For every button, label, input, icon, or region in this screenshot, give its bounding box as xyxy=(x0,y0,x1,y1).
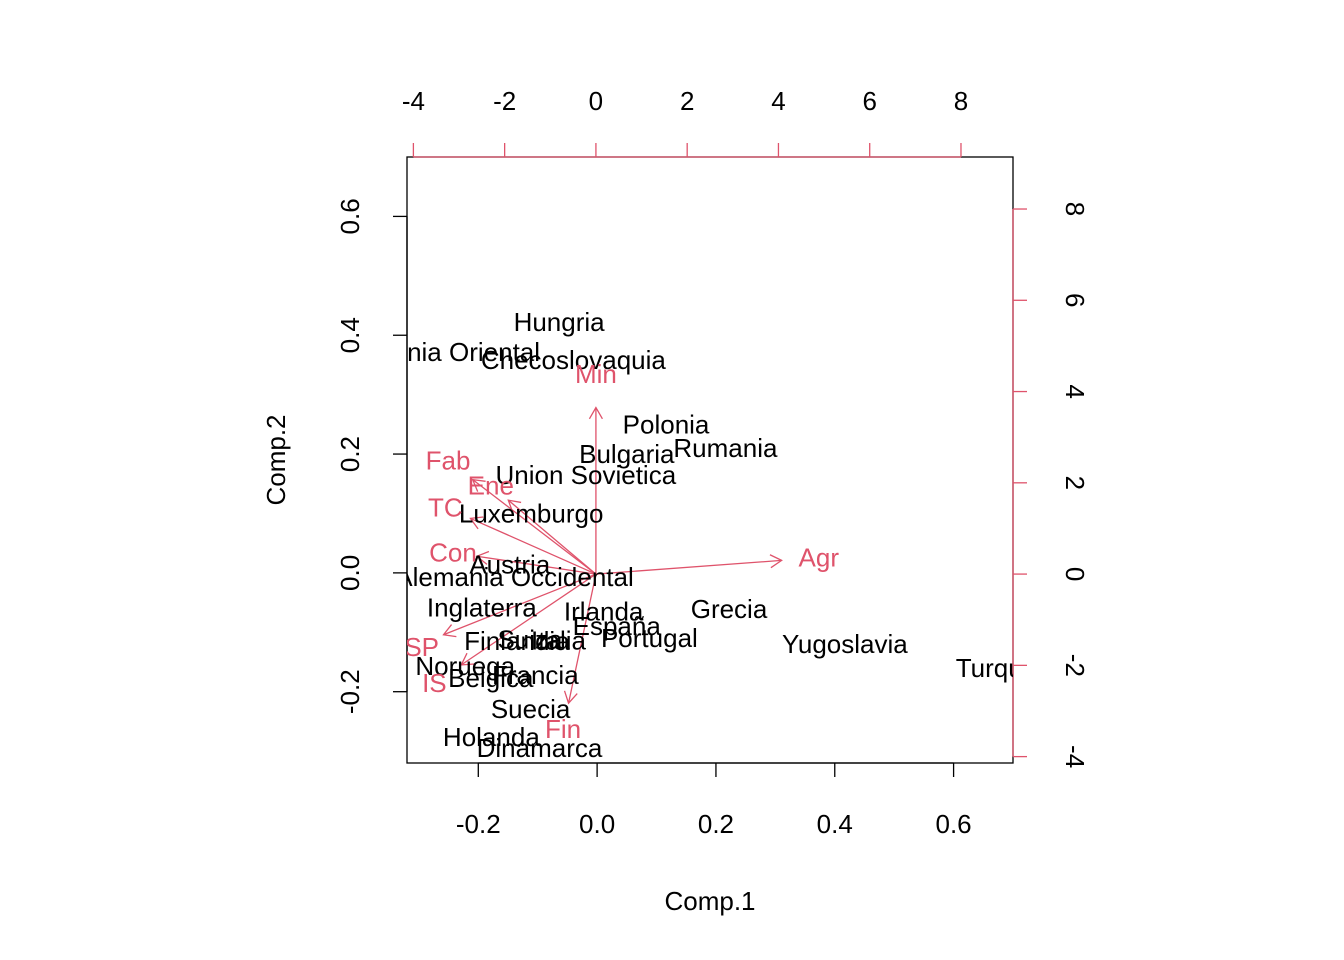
observation-label: Belgica xyxy=(448,663,534,693)
x-axis-title: Comp.1 xyxy=(664,886,755,916)
top-axis: -4 -2 0 2 4 6 8 xyxy=(402,86,968,158)
variable-arrow xyxy=(595,559,782,575)
y-tick-label: -0.2 xyxy=(335,669,365,714)
observation-label: Noruega xyxy=(415,651,515,681)
observation-label: Holanda xyxy=(443,722,540,752)
observation-label: Luxemburgo xyxy=(459,498,604,528)
observation-label: Rumania xyxy=(673,433,778,463)
x-tick-label: 0.6 xyxy=(936,809,972,839)
variable-label: TC xyxy=(428,492,463,522)
observation-label: Finlandia xyxy=(464,626,570,656)
y-axis-title: Comp.2 xyxy=(261,414,291,505)
right-tick-label: 0 xyxy=(1060,567,1090,581)
x-tick-label: 0.4 xyxy=(817,809,853,839)
top-tick-label: -2 xyxy=(493,86,516,116)
bottom-axis: -0.2 0.0 0.2 0.4 0.6 xyxy=(456,762,972,839)
observation-label: Dinamarca xyxy=(477,733,603,763)
x-tick-label: -0.2 xyxy=(456,809,501,839)
observation-label: Portugal xyxy=(601,623,698,653)
variable-arrowhead xyxy=(563,690,578,705)
variable-arrow xyxy=(470,517,597,575)
right-tick-label: -2 xyxy=(1060,654,1090,677)
variable-label: Fin xyxy=(545,714,581,744)
variable-arrow xyxy=(472,479,597,575)
left-axis: -0.2 0.0 0.2 0.4 0.6 xyxy=(335,198,408,714)
observation-label: España xyxy=(573,611,662,641)
top-tick-label: 0 xyxy=(589,86,603,116)
right-tick-label: 8 xyxy=(1060,202,1090,216)
observation-label: Union Sovietica xyxy=(496,460,677,490)
observation-label: Grecia xyxy=(691,594,768,624)
x-tick-label: 0.0 xyxy=(579,809,615,839)
y-tick-label: 0.0 xyxy=(335,555,365,591)
right-tick-label: -4 xyxy=(1060,745,1090,768)
variable-arrowhead xyxy=(469,516,484,530)
top-tick-label: 6 xyxy=(862,86,876,116)
variable-arrowhead xyxy=(471,478,486,492)
variable-arrowhead xyxy=(460,652,475,666)
observation-label: Alemania Occidental xyxy=(395,562,633,592)
top-tick-label: -4 xyxy=(402,86,425,116)
observation-label: Francia xyxy=(492,660,579,690)
variable-arrowhead xyxy=(507,499,522,513)
top-tick-label: 2 xyxy=(680,86,694,116)
right-tick-label: 2 xyxy=(1060,476,1090,490)
variable-arrowhead xyxy=(475,550,490,565)
variable-arrows xyxy=(442,406,783,705)
variable-arrow xyxy=(443,573,597,636)
variable-label: Min xyxy=(575,359,617,389)
variable-arrow xyxy=(460,573,597,666)
observation-label: Checoslovaquia xyxy=(481,345,667,375)
observation-label: Hungria xyxy=(514,307,606,337)
right-tick-label: 6 xyxy=(1060,293,1090,307)
observation-label: Italia xyxy=(531,626,586,656)
variable-arrow xyxy=(507,499,597,575)
observation-label: Bulgaria xyxy=(579,439,675,469)
variable-label: IS xyxy=(422,668,447,698)
variable-label: Ene xyxy=(468,470,514,500)
observation-label: Austria xyxy=(469,550,550,580)
variable-arrowhead xyxy=(442,624,457,638)
variable-label: Con xyxy=(429,538,477,568)
observation-label: Suiza xyxy=(497,624,563,654)
top-tick-label: 4 xyxy=(771,86,785,116)
variable-label: Fab xyxy=(426,446,471,476)
y-tick-label: 0.6 xyxy=(335,198,365,234)
variable-arrowhead xyxy=(769,554,783,569)
observation-label: Irlanda xyxy=(564,597,644,627)
right-axis: -4 -2 0 2 4 6 8 xyxy=(1012,202,1090,768)
variable-arrowhead xyxy=(588,406,603,420)
variable-label: Agr xyxy=(799,543,840,573)
observation-label: Turquia xyxy=(956,653,1044,683)
variable-arrow xyxy=(567,573,597,704)
variable-label: SSP xyxy=(387,632,439,662)
observation-label: Yugoslavia xyxy=(782,629,908,659)
observation-label: Polonia xyxy=(623,409,710,439)
y-tick-label: 0.4 xyxy=(335,317,365,353)
observation-label: Inglaterra xyxy=(427,592,537,622)
top-tick-label: 8 xyxy=(954,86,968,116)
x-tick-label: 0.2 xyxy=(698,809,734,839)
y-tick-label: 0.2 xyxy=(335,436,365,472)
observation-label: Alemania Oriental xyxy=(333,337,540,367)
observation-label: Suecia xyxy=(491,694,571,724)
right-tick-label: 4 xyxy=(1060,384,1090,398)
variable-arrow xyxy=(476,555,597,575)
